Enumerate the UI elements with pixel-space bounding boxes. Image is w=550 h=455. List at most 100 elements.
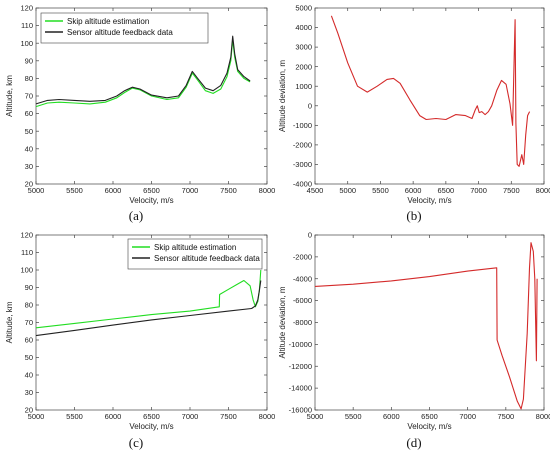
y-tick-label: 60 <box>25 336 33 345</box>
y-tick-label: 90 <box>25 283 33 292</box>
x-tick-label: 6000 <box>105 186 122 195</box>
y-tick-label: 70 <box>25 92 33 101</box>
y-tick-label: 1000 <box>295 82 312 91</box>
series-line-skip-altitude-estimation <box>35 39 251 108</box>
plot-area-frame <box>314 7 545 185</box>
x-tick-label: 7500 <box>503 186 520 195</box>
y-axis-label: Altitude deviation, m <box>278 60 287 132</box>
y-tick-label: 50 <box>25 127 33 136</box>
y-tick-label: 20 <box>25 180 33 189</box>
legend-entry: Skip altitude estimation <box>154 243 236 252</box>
panel-c: 5000 5500 6000 6500 7000 7500 8000 20 30 40 50 60 70… <box>5 231 275 450</box>
x-tick-label: 6000 <box>105 412 122 421</box>
y-tick-label: 4000 <box>295 23 312 32</box>
y-tick-label: -2000 <box>293 140 312 149</box>
y-tick-label: -14000 <box>289 384 312 393</box>
y-tick-label: 110 <box>21 21 33 30</box>
y-tick-label: 60 <box>25 109 33 118</box>
legend-entry: Sensor altitude feedback data <box>67 28 173 37</box>
legend-entry: Skip altitude estimation <box>67 17 149 26</box>
series-line-sensor-altitude-feedback-data <box>35 35 251 105</box>
y-tick-label: -4000 <box>293 180 312 189</box>
x-tick-label: 7000 <box>459 412 476 421</box>
y-tick-label: 90 <box>25 56 33 65</box>
x-tick-label: 7500 <box>220 186 237 195</box>
x-tick-label: 7000 <box>470 186 487 195</box>
y-tick-label: 30 <box>25 162 33 171</box>
y-axis-label: Altitude, km <box>5 75 14 117</box>
x-tick-label: 5000 <box>28 412 45 421</box>
panel-d: 5000 5500 6000 6500 7000 7500 8000 -16000 -14000… <box>278 231 550 450</box>
y-tick-label: 50 <box>25 353 33 362</box>
x-tick-label: 7000 <box>182 412 199 421</box>
y-tick-label: 3000 <box>295 43 312 52</box>
series-line-sensor-altitude-feedback-data <box>35 280 262 337</box>
x-tick-label: 6500 <box>438 186 455 195</box>
y-tick-label: 70 <box>25 318 33 327</box>
y-tick-label: -16000 <box>289 406 312 415</box>
x-tick-label: 5500 <box>66 412 83 421</box>
y-tick-label: 100 <box>20 39 33 48</box>
series-line-deviation <box>314 242 538 410</box>
x-tick-label: 5500 <box>372 186 389 195</box>
legend-box <box>40 12 209 44</box>
y-tick-label: -4000 <box>293 274 312 283</box>
x-tick-label: 6500 <box>143 412 160 421</box>
panel-caption: (b) <box>406 208 421 223</box>
y-tick-label: -2000 <box>293 252 312 261</box>
x-tick-label: 6000 <box>383 412 400 421</box>
x-tick-label: 5500 <box>66 186 83 195</box>
legend-entry: Sensor altitude feedback data <box>154 254 260 263</box>
y-tick-label: 80 <box>25 74 33 83</box>
y-tick-label: -1000 <box>293 121 312 130</box>
x-tick-label: 4500 <box>307 186 324 195</box>
y-axis-label: Altitude, km <box>5 301 14 343</box>
y-tick-label: -12000 <box>289 362 312 371</box>
x-tick-label: 8000 <box>259 412 276 421</box>
x-tick-label: 7000 <box>182 186 199 195</box>
x-tick-label: 8000 <box>259 186 276 195</box>
x-axis-label: Velocity, m/s <box>129 196 173 205</box>
x-axis-label: Velocity, m/s <box>407 196 451 205</box>
x-tick-label: 8000 <box>536 186 550 195</box>
plot-area-frame <box>314 234 545 411</box>
y-tick-label: 120 <box>20 231 33 240</box>
x-tick-label: 6500 <box>143 186 160 195</box>
y-tick-label: 30 <box>25 388 33 397</box>
y-tick-label: 100 <box>20 266 33 275</box>
series-line-skip-altitude-estimation <box>35 269 262 329</box>
x-tick-label: 8000 <box>536 412 550 421</box>
x-tick-label: 6500 <box>421 412 438 421</box>
panel-caption: (a) <box>129 208 143 223</box>
y-tick-label: 40 <box>25 371 33 380</box>
y-tick-label: -3000 <box>293 160 312 169</box>
y-tick-label: -8000 <box>293 318 312 327</box>
panel-caption: (d) <box>406 435 421 450</box>
y-tick-label: 120 <box>20 4 33 13</box>
y-tick-label: 2000 <box>295 62 312 71</box>
y-tick-label: 80 <box>25 301 33 310</box>
x-axis-label: Velocity, m/s <box>407 422 451 431</box>
y-tick-label: 0 <box>308 101 312 110</box>
series-line-deviation <box>330 15 531 167</box>
x-tick-label: 6000 <box>405 186 422 195</box>
y-tick-label: 40 <box>25 144 33 153</box>
y-axis-label: Altitude deviation, m <box>278 286 287 358</box>
y-tick-label: 0 <box>308 231 312 240</box>
x-tick-label: 5000 <box>307 412 324 421</box>
y-tick-label: 5000 <box>295 4 312 13</box>
panel-b: 4500 5000 5500 6000 6500 7000 7500 8000 -4000 -30… <box>278 4 550 223</box>
y-tick-label: 20 <box>25 406 33 415</box>
x-axis-label: Velocity, m/s <box>129 422 173 431</box>
x-tick-label: 5000 <box>339 186 356 195</box>
x-tick-label: 5500 <box>345 412 362 421</box>
x-tick-label: 5000 <box>28 186 45 195</box>
x-tick-label: 7500 <box>220 412 237 421</box>
legend-box <box>127 238 263 270</box>
y-tick-label: -10000 <box>289 340 312 349</box>
y-tick-label: 110 <box>21 248 33 257</box>
y-tick-label: -6000 <box>293 296 312 305</box>
panel-caption: (c) <box>129 435 143 450</box>
x-tick-label: 7500 <box>497 412 514 421</box>
